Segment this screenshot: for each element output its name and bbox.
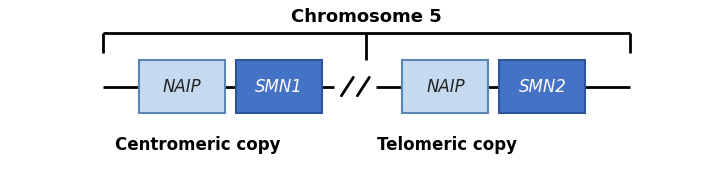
Text: NAIP: NAIP — [426, 77, 465, 95]
FancyBboxPatch shape — [499, 60, 586, 113]
FancyBboxPatch shape — [236, 60, 322, 113]
Text: SMN2: SMN2 — [518, 77, 566, 95]
Text: Telomeric copy: Telomeric copy — [377, 136, 517, 154]
Text: Chromosome 5: Chromosome 5 — [291, 8, 442, 26]
FancyBboxPatch shape — [403, 60, 488, 113]
Text: SMN1: SMN1 — [255, 77, 303, 95]
Text: Centromeric copy: Centromeric copy — [114, 136, 280, 154]
Text: NAIP: NAIP — [163, 77, 202, 95]
FancyBboxPatch shape — [139, 60, 225, 113]
